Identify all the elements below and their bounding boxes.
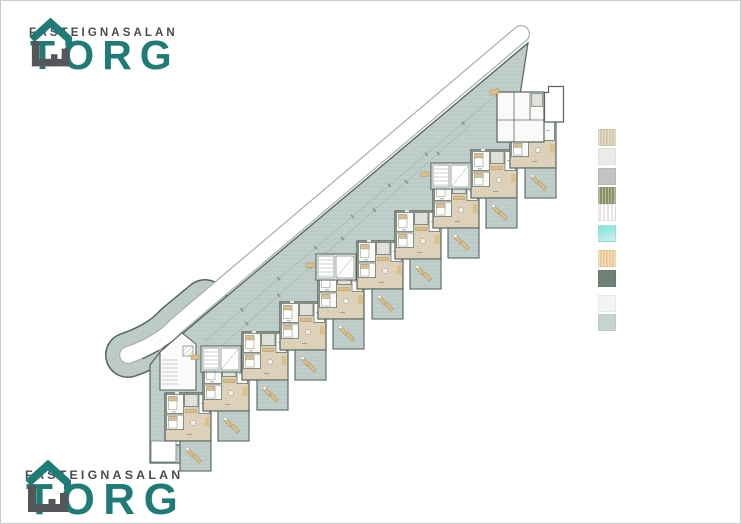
tip-flag-outline — [543, 85, 565, 123]
brand-logo-bottom: FASTEIGNASALAN TORG — [25, 459, 186, 522]
bench-icon — [489, 88, 500, 96]
legend-swatch-03 — [598, 168, 616, 185]
legend-swatch-10 — [598, 314, 616, 331]
column-tick — [461, 120, 466, 126]
legend-swatch-05 — [598, 204, 616, 221]
stair-core — [200, 345, 242, 373]
column-tick — [350, 214, 355, 219]
legend-swatch-06 — [598, 225, 616, 242]
column-tick — [239, 307, 244, 313]
column-tick — [404, 179, 409, 184]
legend-swatch-04 — [598, 187, 616, 204]
garage-ramp-stripes — [150, 333, 171, 356]
legend-swatch-08 — [598, 270, 616, 287]
bench-icon — [420, 171, 430, 177]
column-tick — [372, 207, 377, 213]
house-icon — [25, 459, 71, 512]
column-tick — [387, 183, 392, 188]
column-tick — [436, 151, 441, 156]
brand-logo-top: FASTEIGNASALAN TORG — [29, 17, 180, 75]
column-tick — [276, 293, 281, 298]
stair-core — [315, 253, 357, 281]
house-icon — [29, 17, 72, 67]
legend-swatch-09 — [598, 295, 616, 312]
stair-core — [430, 162, 472, 190]
stair-treads — [162, 359, 178, 385]
garage-lane-lines — [204, 91, 501, 353]
legend-swatch-02 — [598, 148, 616, 165]
bench-icon — [190, 354, 200, 360]
legend-swatch-07 — [598, 250, 616, 267]
patio — [150, 440, 177, 463]
legend-swatch-01 — [598, 129, 616, 146]
bench-icon — [305, 262, 315, 268]
building-tip — [489, 85, 565, 143]
column-tick — [276, 276, 281, 281]
garage-road-boundary — [141, 42, 529, 360]
column-tick — [313, 245, 318, 250]
column-tick — [424, 152, 429, 157]
stair-cores — [190, 162, 472, 373]
column-tick — [244, 321, 249, 326]
column-tick — [340, 236, 345, 241]
road — [120, 26, 529, 363]
west-annex — [150, 332, 197, 463]
